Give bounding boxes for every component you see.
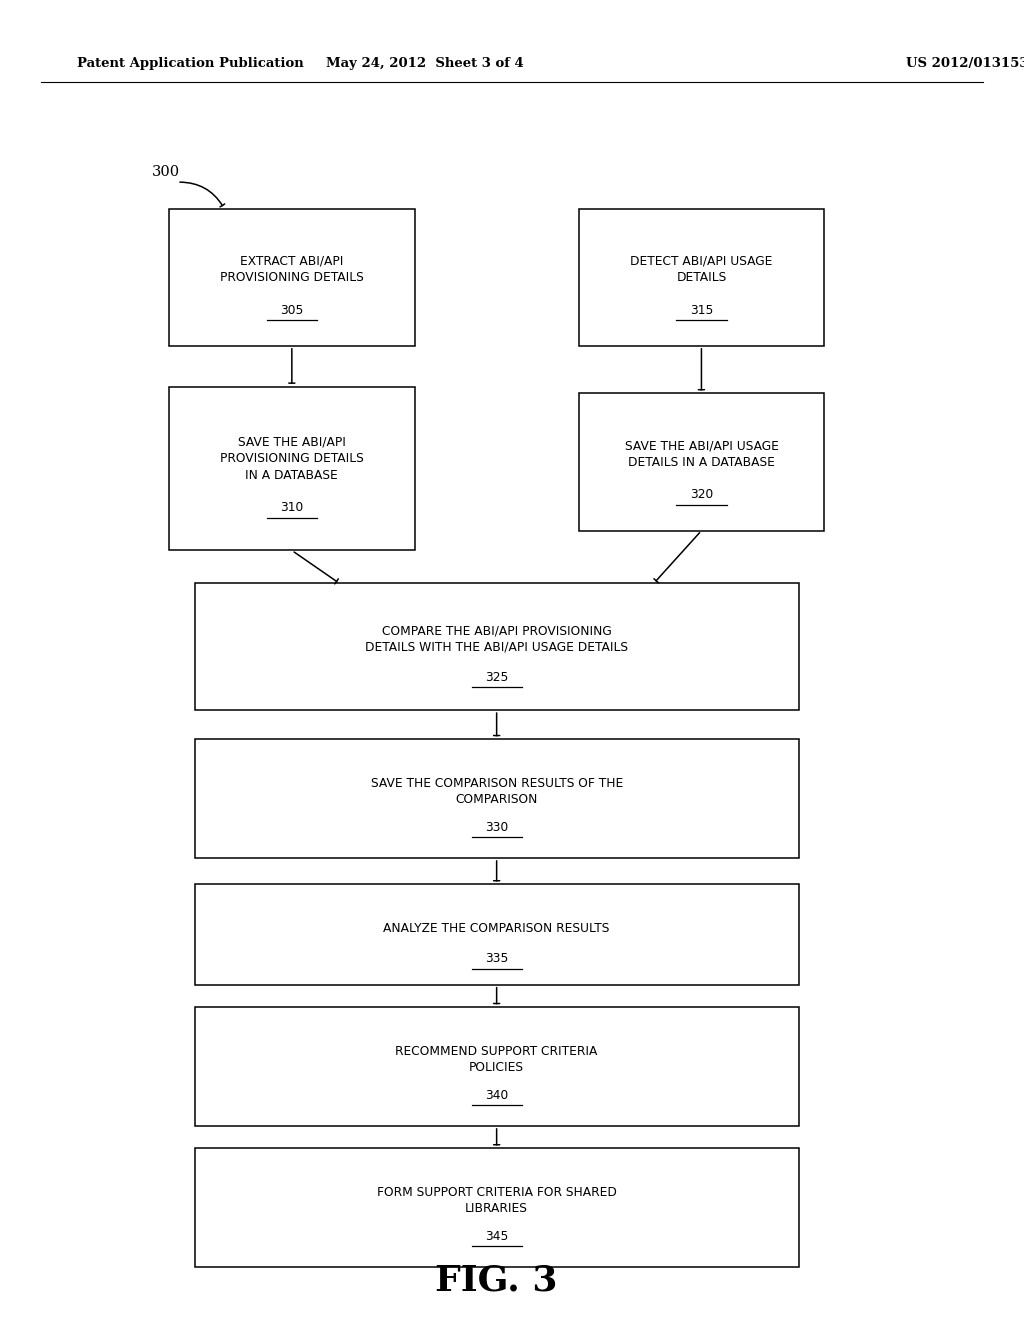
Text: SAVE THE COMPARISON RESULTS OF THE
COMPARISON: SAVE THE COMPARISON RESULTS OF THE COMPA…	[371, 776, 623, 807]
Text: SAVE THE ABI/API
PROVISIONING DETAILS
IN A DATABASE: SAVE THE ABI/API PROVISIONING DETAILS IN…	[220, 436, 364, 482]
Text: EXTRACT ABI/API
PROVISIONING DETAILS: EXTRACT ABI/API PROVISIONING DETAILS	[220, 255, 364, 284]
FancyBboxPatch shape	[195, 1148, 799, 1267]
Text: 320: 320	[690, 488, 713, 502]
Text: 335: 335	[485, 952, 508, 965]
FancyBboxPatch shape	[579, 209, 824, 346]
Text: 330: 330	[485, 821, 508, 834]
FancyBboxPatch shape	[169, 387, 415, 550]
FancyBboxPatch shape	[195, 884, 799, 985]
Text: US 2012/0131538 A1: US 2012/0131538 A1	[906, 57, 1024, 70]
Text: SAVE THE ABI/API USAGE
DETAILS IN A DATABASE: SAVE THE ABI/API USAGE DETAILS IN A DATA…	[625, 440, 778, 469]
Text: 310: 310	[281, 502, 303, 515]
Text: May 24, 2012  Sheet 3 of 4: May 24, 2012 Sheet 3 of 4	[326, 57, 524, 70]
Text: 345: 345	[485, 1230, 508, 1243]
Text: FIG. 3: FIG. 3	[435, 1263, 558, 1298]
Text: ANALYZE THE COMPARISON RESULTS: ANALYZE THE COMPARISON RESULTS	[383, 923, 610, 935]
FancyBboxPatch shape	[195, 739, 799, 858]
Text: Patent Application Publication: Patent Application Publication	[77, 57, 303, 70]
FancyBboxPatch shape	[579, 393, 824, 531]
Text: RECOMMEND SUPPORT CRITERIA
POLICIES: RECOMMEND SUPPORT CRITERIA POLICIES	[395, 1044, 598, 1074]
Text: 315: 315	[690, 304, 713, 317]
Text: FORM SUPPORT CRITERIA FOR SHARED
LIBRARIES: FORM SUPPORT CRITERIA FOR SHARED LIBRARI…	[377, 1185, 616, 1216]
Text: 305: 305	[281, 304, 303, 317]
Text: 300: 300	[152, 165, 179, 178]
FancyBboxPatch shape	[195, 583, 799, 710]
Text: COMPARE THE ABI/API PROVISIONING
DETAILS WITH THE ABI/API USAGE DETAILS: COMPARE THE ABI/API PROVISIONING DETAILS…	[366, 624, 628, 653]
Text: DETECT ABI/API USAGE
DETAILS: DETECT ABI/API USAGE DETAILS	[630, 255, 773, 284]
Text: 340: 340	[485, 1089, 508, 1102]
FancyBboxPatch shape	[169, 209, 415, 346]
Text: 325: 325	[485, 671, 508, 684]
FancyBboxPatch shape	[195, 1007, 799, 1126]
